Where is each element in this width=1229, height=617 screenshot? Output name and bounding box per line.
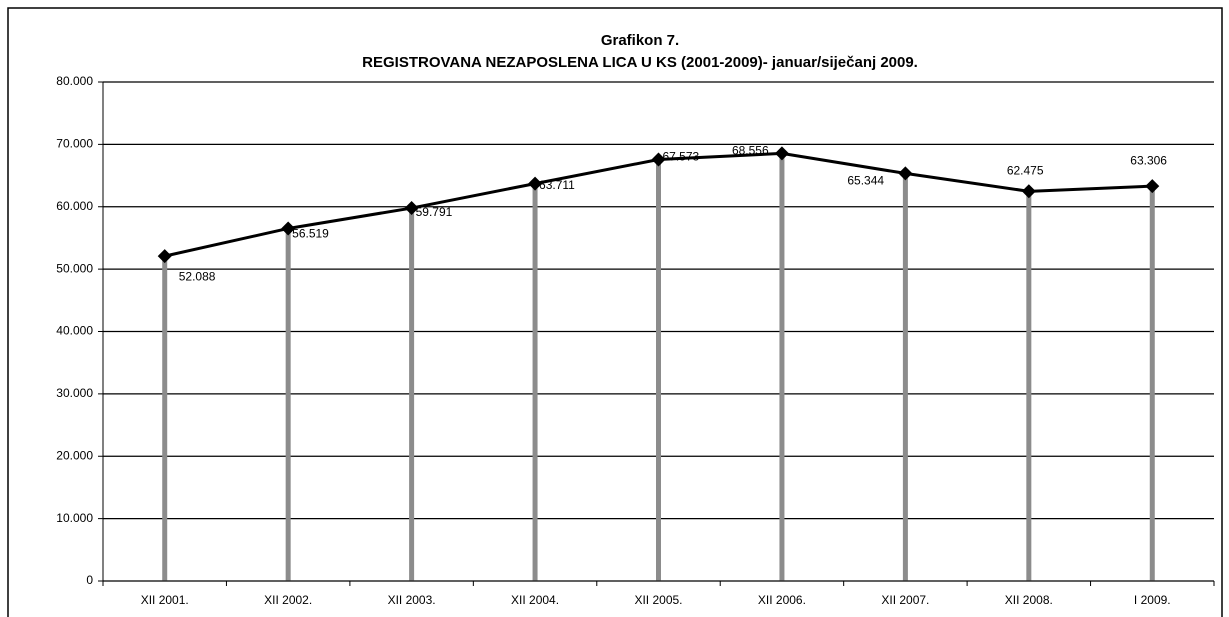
x-tick-label: XII 2004. (511, 593, 559, 607)
x-tick-label: XII 2008. (1005, 593, 1053, 607)
data-label: 63.306 (1130, 153, 1167, 167)
x-tick-label: I 2009. (1134, 593, 1171, 607)
marker (1145, 179, 1160, 194)
y-tick-label: 40.000 (56, 324, 93, 338)
marker (1021, 184, 1036, 199)
y-tick-label: 20.000 (56, 448, 93, 462)
data-label: 52.088 (179, 269, 216, 283)
data-label: 67.573 (663, 150, 700, 164)
x-tick-label: XII 2007. (881, 593, 929, 607)
data-label: 56.519 (292, 227, 329, 241)
marker (898, 166, 913, 181)
y-tick-label: 0 (86, 573, 93, 587)
x-tick-label: XII 2002. (264, 593, 312, 607)
data-label: 62.475 (1007, 163, 1044, 177)
data-label: 68.556 (732, 144, 769, 158)
marker (774, 146, 789, 161)
data-label: 63.711 (539, 178, 575, 192)
y-tick-label: 30.000 (56, 386, 93, 400)
marker (157, 249, 172, 264)
x-tick-label: XII 2003. (388, 593, 436, 607)
y-tick-label: 50.000 (56, 261, 93, 275)
x-tick-label: XII 2005. (634, 593, 682, 607)
marker (528, 176, 543, 191)
y-tick-label: 80.000 (56, 74, 93, 88)
x-tick-label: XII 2006. (758, 593, 806, 607)
marker (651, 152, 666, 167)
frame (7, 7, 1223, 617)
chart-subtitle: REGISTROVANA NEZAPOSLENA LICA U KS (2001… (362, 54, 918, 71)
marker (281, 221, 296, 236)
data-label: 59.791 (416, 205, 453, 219)
x-tick-label: XII 2001. (141, 593, 189, 607)
y-tick-label: 60.000 (56, 199, 93, 213)
y-tick-label: 10.000 (56, 511, 93, 525)
y-tick-label: 70.000 (56, 137, 93, 151)
chart-title: Grafikon 7. (601, 32, 679, 49)
marker (404, 201, 419, 216)
data-label: 65.344 (847, 174, 884, 188)
